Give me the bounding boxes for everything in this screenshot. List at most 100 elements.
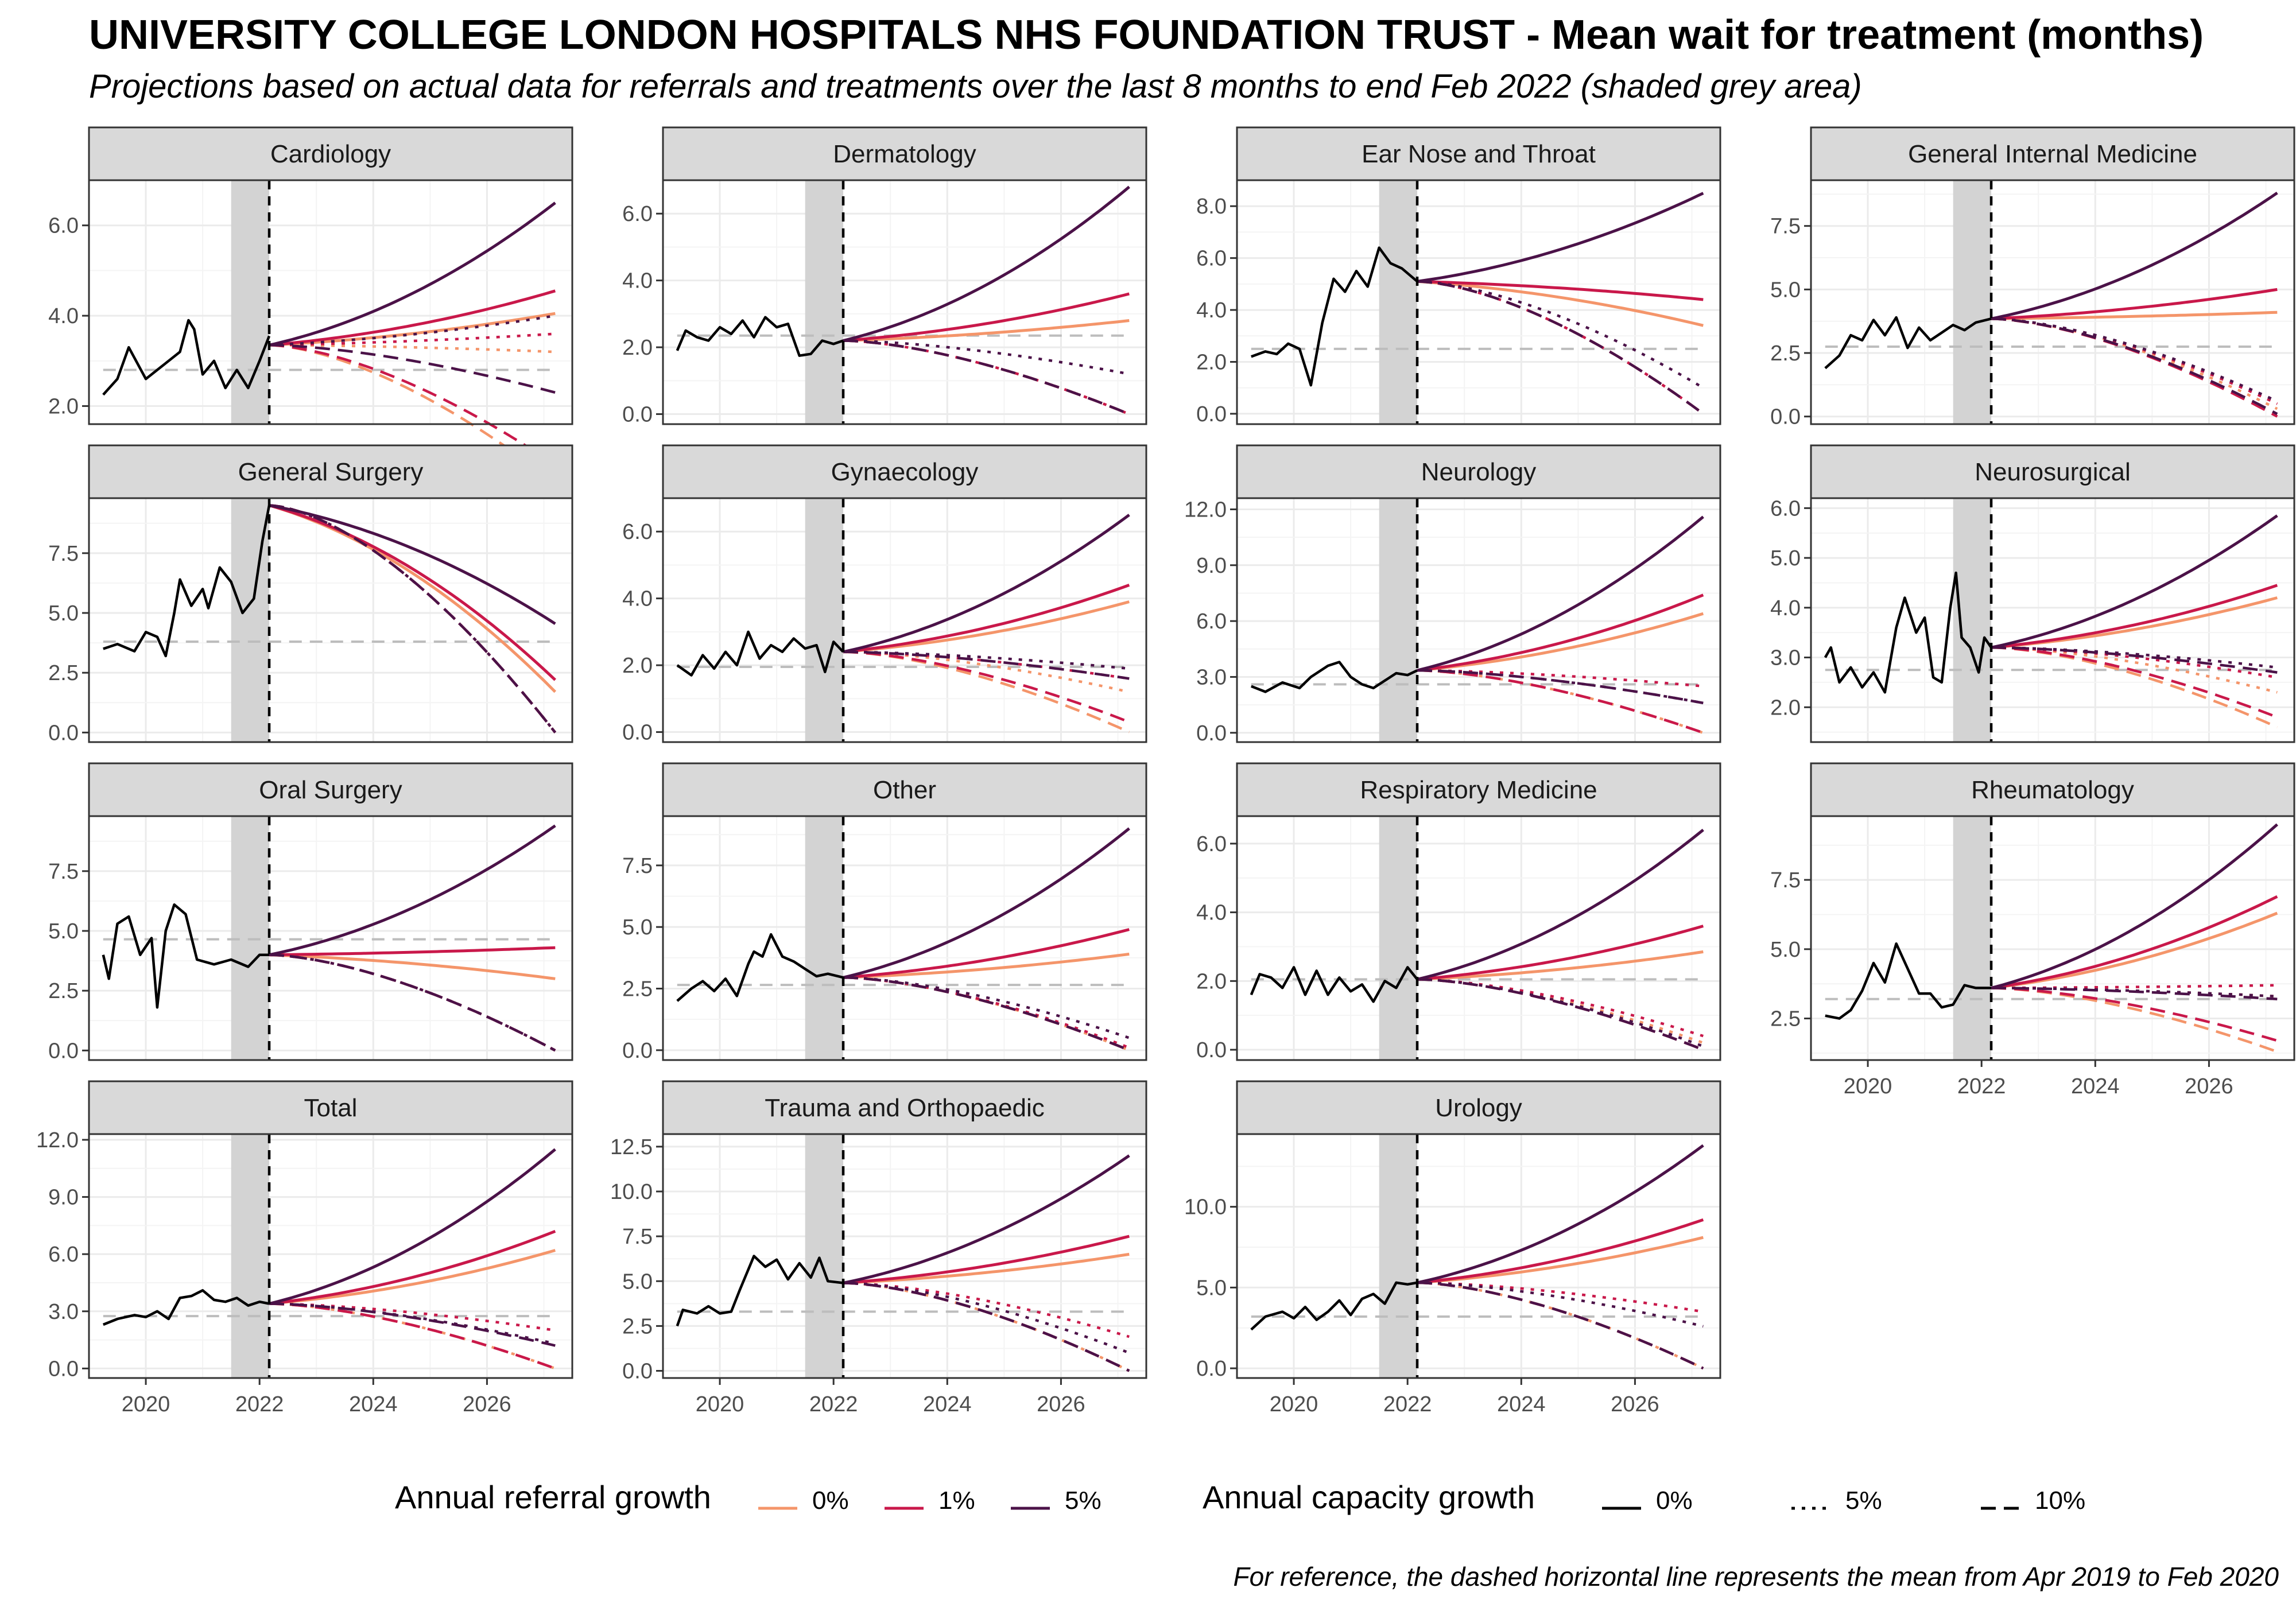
projection-growth-1-cap-10 — [269, 344, 556, 466]
projection-growth-1-cap-10 — [269, 1302, 556, 1370]
plot-area-cardiology — [89, 180, 572, 424]
actual-series-cardiology — [102, 319, 271, 396]
y-tick-label: 7.5 — [48, 542, 79, 566]
y-tick-label: 9.0 — [1196, 554, 1227, 578]
y-tick-label: 0.0 — [1196, 1357, 1227, 1381]
y-tick-label: 4.0 — [622, 587, 653, 611]
facet-grid: Cardiology 2.0 4.0 6.0 Dermatology 0.0 2.0 4.0 6… — [36, 126, 2295, 1416]
x-tick-label: 2022 — [1957, 1074, 2006, 1098]
projection-growth-5-cap-5 — [1417, 280, 1704, 389]
y-tick-label: 6.0 — [48, 214, 79, 238]
panel-urology: Urology 0.0 5.0 10.0 2020 2022 2024 2026 — [1184, 1080, 1721, 1416]
plot-area-total — [89, 1134, 572, 1378]
panel-border-neurosurgical — [1810, 497, 2295, 743]
panel-general-internal-medicine: General Internal Medicine 0.0 2.5 5.0 7.5 — [1770, 126, 2295, 429]
strip-oral-surgery — [88, 762, 573, 817]
y-tick-label: 2.0 — [48, 395, 79, 419]
y-tick-label: 6.0 — [1196, 610, 1227, 634]
projection-growth-5-cap-10 — [269, 344, 556, 394]
actual-series-oral-surgery — [102, 903, 269, 1009]
y-tick-label: 5.0 — [622, 1270, 653, 1294]
projection-growth-0-cap-5 — [843, 650, 1130, 693]
projection-growth-0-cap-0 — [1417, 1236, 1704, 1284]
panel-total: Total 0.0 3.0 6.0 9.0 12.0 2020 2022 2024 2026 — [36, 1080, 573, 1416]
plot-area-neurology — [1237, 498, 1720, 742]
projection-growth-5-cap-10 — [1417, 1281, 1704, 1370]
projection-growth-1-cap-0 — [843, 292, 1130, 342]
strip-neurosurgical — [1810, 444, 2295, 499]
projections-other — [843, 827, 1130, 1051]
shaded-window-total — [231, 1134, 270, 1378]
actual-series-urology — [1250, 1281, 1418, 1331]
legend-capacity-0-key — [1602, 1507, 1641, 1510]
actual-series-respiratory-medicine — [1250, 966, 1418, 1003]
strip-label-neurology: Neurology — [1421, 458, 1537, 486]
y-tick-label: 2.5 — [48, 979, 79, 1003]
shaded-window-rheumatology — [1953, 816, 1992, 1060]
projection-growth-0-cap-0 — [843, 600, 1130, 654]
panel-border-total — [88, 1133, 573, 1379]
y-tick-label: 4.0 — [1770, 596, 1801, 620]
y-tick-label: 0.0 — [48, 1357, 79, 1381]
y-tick-label: 5.0 — [1770, 278, 1801, 302]
y-tick-label: 12.5 — [610, 1135, 653, 1159]
projection-growth-5-cap-10 — [269, 504, 557, 733]
y-tick-label: 7.5 — [1770, 215, 1801, 239]
y-tick-label: 6.0 — [1196, 832, 1227, 856]
x-tick-label: 2020 — [1270, 1392, 1318, 1416]
actual-series-rheumatology — [1825, 942, 1991, 1020]
projection-growth-5-cap-5 — [269, 953, 556, 1052]
projection-growth-5-cap-0 — [843, 1154, 1130, 1284]
projection-growth-5-cap-5 — [1417, 669, 1704, 705]
strip-dermatology — [662, 126, 1147, 181]
projection-growth-1-cap-10 — [843, 650, 1130, 724]
projection-growth-5-cap-0 — [1417, 828, 1704, 981]
projection-growth-1-cap-0 — [1991, 288, 2278, 320]
projection-growth-1-cap-10 — [1417, 669, 1704, 734]
actual-series-general-surgery — [103, 505, 271, 658]
projection-growth-1-cap-0 — [843, 1235, 1130, 1284]
legend-capacity-0-label: 0% — [1656, 1486, 1693, 1515]
projection-growth-0-cap-0 — [269, 312, 556, 347]
y-tick-label: 6.0 — [1196, 247, 1227, 271]
y-tick-label: 0.0 — [622, 721, 653, 745]
strip-label-respiratory-medicine: Respiratory Medicine — [1360, 776, 1597, 804]
shaded-window-urology — [1379, 1134, 1418, 1378]
projection-growth-0-cap-0 — [843, 319, 1130, 342]
projection-growth-1-cap-0 — [269, 504, 557, 681]
projections-oral-surgery — [269, 824, 556, 1052]
legend: Annual referral growth 0% 1% 5% Annual cap… — [0, 1475, 2296, 1532]
projection-growth-5-cap-5 — [1417, 978, 1704, 1048]
projections-gynaecology — [843, 514, 1130, 733]
projection-growth-5-cap-5 — [843, 339, 1130, 375]
legend-referral-title: Annual referral growth — [395, 1479, 711, 1515]
panel-border-oral-surgery — [88, 815, 573, 1061]
projections-ear-nose-and-throat — [1417, 192, 1704, 415]
projection-growth-1-cap-10 — [1991, 987, 2278, 1042]
actual-series-general-internal-medicine — [1824, 316, 1992, 370]
chart-caption: For reference, the dashed horizontal lin… — [1233, 1562, 2279, 1592]
shaded-window-oral-surgery — [231, 816, 270, 1060]
projection-growth-1-cap-0 — [269, 289, 556, 347]
strip-other — [662, 762, 1147, 817]
y-tick-label: 12.0 — [1184, 498, 1227, 522]
y-tick-label: 5.0 — [1770, 546, 1801, 570]
shaded-window-trauma-and-orthopaedic — [805, 1134, 844, 1378]
strip-general-surgery — [88, 444, 573, 499]
projection-growth-1-cap-0 — [843, 928, 1130, 979]
x-tick-label: 2022 — [809, 1392, 858, 1416]
y-tick-label: 2.5 — [48, 661, 79, 685]
x-tick-label: 2024 — [923, 1392, 972, 1416]
panel-border-neurology — [1236, 497, 1721, 743]
legend-referral-0-key — [758, 1507, 797, 1510]
panel-neurosurgical: Neurosurgical 2.0 3.0 4.0 5.0 6.0 — [1770, 444, 2295, 743]
x-tick-label: 2022 — [1383, 1392, 1432, 1416]
y-tick-label: 2.0 — [622, 336, 653, 360]
projection-growth-5-cap-10 — [269, 1302, 556, 1347]
projection-growth-0-cap-0 — [1417, 280, 1704, 327]
x-tick-label: 2020 — [696, 1392, 744, 1416]
y-tick-label: 2.0 — [622, 654, 653, 678]
strip-urology — [1236, 1080, 1721, 1135]
y-tick-label: 0.0 — [1770, 405, 1801, 429]
shaded-window-ear-nose-and-throat — [1379, 180, 1418, 424]
